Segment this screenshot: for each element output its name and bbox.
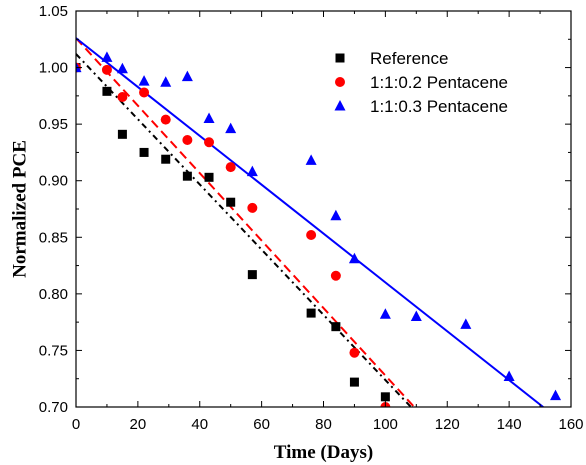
data-point-series-1: [161, 154, 171, 164]
data-point-series-3: [550, 389, 562, 401]
fit-lines: [76, 37, 544, 407]
data-point-series-3: [348, 252, 360, 264]
x-axis-title: Time (Days): [274, 442, 373, 463]
data-point-series-3: [330, 209, 342, 221]
y-tick-label: 0.85: [39, 229, 68, 246]
data-point-series-1: [380, 392, 390, 402]
data-point-series-1: [139, 147, 149, 157]
x-tick-label: 60: [253, 416, 270, 433]
legend-marker-2: [335, 77, 345, 87]
y-axis-title: Normalized PCE: [10, 140, 31, 278]
data-point-series-3: [181, 70, 193, 82]
data-point-series-3: [410, 310, 422, 321]
y-tick-label: 0.90: [39, 173, 68, 190]
data-point-series-2: [204, 137, 215, 148]
data-point-series-3: [76, 61, 82, 73]
fit-line-series-2: [76, 37, 416, 407]
x-tick-label: 0: [72, 416, 80, 433]
data-point-series-1: [247, 270, 257, 280]
data-point-series-1: [349, 377, 359, 387]
fit-line-series-3: [76, 37, 544, 407]
data-point-series-3: [460, 318, 472, 329]
y-tick-label: 0.70: [39, 399, 68, 416]
data-point-series-2: [101, 64, 112, 75]
data-point-series-3: [225, 122, 237, 134]
y-tick-label: 1.00: [39, 60, 68, 77]
data-point-series-1: [331, 322, 341, 332]
legend-marker-1: [335, 53, 345, 63]
data-point-series-3: [138, 75, 150, 86]
data-points: [76, 51, 562, 407]
legend-marker-3: [334, 100, 346, 111]
data-point-series-2: [182, 134, 193, 145]
legend-label-3: 1:1:0.3 Pentacene: [370, 97, 508, 116]
data-point-series-3: [379, 308, 391, 319]
x-tick-label: 100: [373, 416, 398, 433]
data-point-series-2: [330, 270, 341, 281]
x-tick-label: 20: [130, 416, 147, 433]
data-point-series-1: [306, 308, 316, 318]
data-point-series-3: [305, 154, 317, 165]
x-tick-label: 160: [558, 416, 583, 433]
data-point-series-2: [225, 162, 236, 173]
data-point-series-1: [102, 86, 112, 96]
legend-label-2: 1:1:0.2 Pentacene: [370, 73, 508, 92]
legend-label-1: Reference: [370, 49, 448, 68]
data-point-series-2: [306, 230, 317, 241]
data-point-series-2: [247, 202, 258, 213]
data-point-series-2: [117, 91, 128, 102]
x-tick-label: 120: [435, 416, 460, 433]
data-point-series-1: [117, 129, 127, 139]
x-tick-label: 80: [315, 416, 332, 433]
y-tick-label: 0.75: [39, 342, 68, 359]
x-axis-ticks: 0 20 40 60 80 100 120 140 160: [72, 11, 584, 433]
data-point-series-2: [349, 347, 360, 358]
data-point-series-2: [160, 114, 171, 125]
data-point-series-3: [246, 165, 258, 177]
data-point-series-1: [182, 171, 192, 181]
legend: Reference 1:1:0.2 Pentacene 1:1:0.3 Pentac…: [334, 49, 508, 116]
y-tick-label: 1.05: [39, 3, 68, 20]
data-point-series-3: [116, 62, 128, 74]
fit-line-series-1: [76, 53, 413, 407]
data-point-series-3: [101, 51, 113, 62]
data-point-series-3: [160, 76, 172, 87]
data-point-series-2: [139, 87, 150, 98]
data-point-series-3: [203, 112, 215, 123]
x-tick-label: 40: [191, 416, 208, 433]
data-point-series-1: [204, 172, 214, 182]
data-point-series-1: [226, 197, 236, 207]
y-axis-ticks: 0.70 0.75 0.80 0.85 0.90 0.95 1.00 1.05: [39, 3, 571, 416]
plot-frame: [75, 10, 572, 408]
x-tick-label: 140: [497, 416, 522, 433]
y-tick-label: 0.95: [39, 116, 68, 133]
y-tick-label: 0.80: [39, 286, 68, 303]
data-point-series-3: [503, 370, 515, 381]
